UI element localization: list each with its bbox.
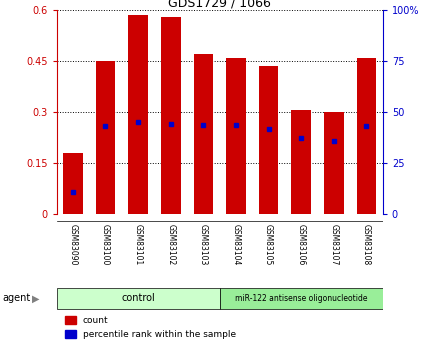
Text: GSM83108: GSM83108	[361, 224, 370, 265]
Bar	[226, 58, 245, 214]
Text: GSM83105: GSM83105	[263, 224, 273, 265]
Bar	[219, 287, 382, 309]
Text: GSM83090: GSM83090	[68, 224, 77, 266]
Text: miR-122 antisense oligonucleotide: miR-122 antisense oligonucleotide	[234, 294, 367, 303]
Bar	[356, 58, 375, 214]
Bar	[193, 55, 213, 214]
Bar	[63, 153, 82, 214]
Title: GDS1729 / 1066: GDS1729 / 1066	[168, 0, 270, 9]
Legend: count, percentile rank within the sample: count, percentile rank within the sample	[61, 313, 239, 343]
Bar	[291, 110, 310, 214]
Bar	[258, 66, 278, 214]
Text: GSM83103: GSM83103	[198, 224, 207, 265]
Bar	[128, 16, 148, 214]
Text: GSM83107: GSM83107	[329, 224, 338, 265]
Text: control: control	[121, 294, 155, 303]
Text: GSM83106: GSM83106	[296, 224, 305, 265]
Bar	[323, 112, 343, 214]
Text: GSM83104: GSM83104	[231, 224, 240, 265]
Text: agent: agent	[2, 294, 30, 303]
Text: ▶: ▶	[32, 294, 39, 303]
Text: GSM83101: GSM83101	[133, 224, 142, 265]
Bar	[56, 287, 219, 309]
Bar	[95, 61, 115, 214]
Bar	[161, 17, 180, 214]
Text: GSM83100: GSM83100	[101, 224, 110, 265]
Text: GSM83102: GSM83102	[166, 224, 175, 265]
